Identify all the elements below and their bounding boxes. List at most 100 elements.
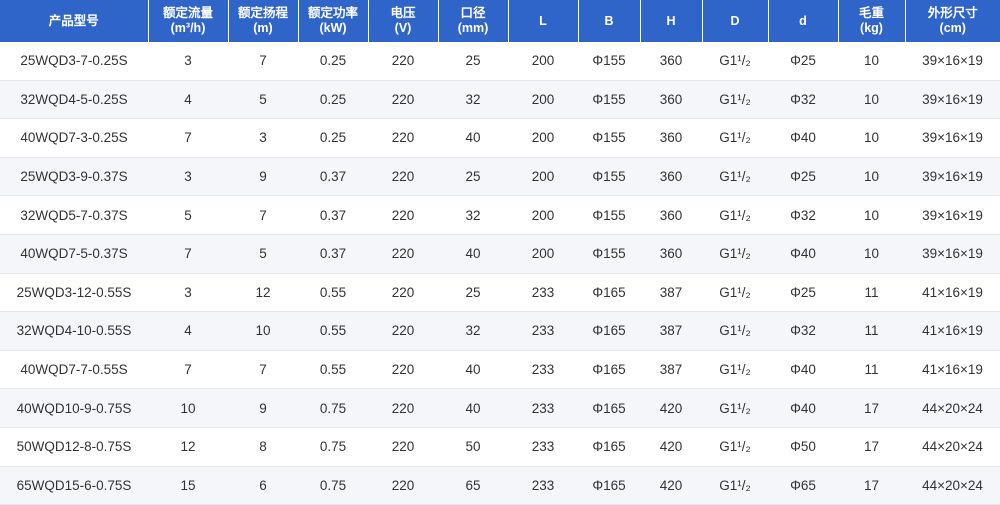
header-name: H: [641, 14, 702, 29]
table-cell: 0.37: [298, 157, 368, 196]
table-cell: Φ40: [768, 350, 838, 389]
table-cell: 41×16×19: [905, 312, 1000, 351]
table-cell: 4: [148, 312, 228, 351]
table-cell: 233: [508, 273, 578, 312]
table-cell: 360: [640, 80, 702, 119]
table-cell: Φ165: [578, 427, 640, 466]
table-cell: 10: [148, 389, 228, 428]
table-cell: 0.55: [298, 350, 368, 389]
table-cell: 220: [368, 389, 438, 428]
header-name: 产品型号: [0, 14, 148, 29]
table-cell: 15: [148, 466, 228, 505]
table-cell: 39×16×19: [905, 119, 1000, 158]
table-cell: G1¹/₂: [702, 389, 768, 428]
table-cell: 9: [228, 157, 298, 196]
table-cell: 17: [838, 389, 905, 428]
header-name: 额定流量: [149, 6, 228, 21]
table-cell: 0.25: [298, 42, 368, 80]
table-cell: 200: [508, 157, 578, 196]
table-cell: G1¹/₂: [702, 427, 768, 466]
table-cell: G1¹/₂: [702, 42, 768, 80]
header-cell: 额定功率(kW): [298, 0, 368, 42]
table-cell: 7: [228, 42, 298, 80]
table-cell: 39×16×19: [905, 80, 1000, 119]
table-cell: 0.75: [298, 466, 368, 505]
table-cell: G1¹/₂: [702, 273, 768, 312]
table-cell: G1¹/₂: [702, 119, 768, 158]
table-cell: 10: [838, 196, 905, 235]
header-unit: (m): [229, 21, 298, 36]
table-cell: 39×16×19: [905, 42, 1000, 80]
header-cell: d: [768, 0, 838, 42]
table-cell: 44×20×24: [905, 466, 1000, 505]
table-cell: 7: [228, 350, 298, 389]
table-cell: Φ155: [578, 196, 640, 235]
table-cell: 233: [508, 389, 578, 428]
header-unit: (kW): [299, 21, 368, 36]
table-cell: 220: [368, 157, 438, 196]
table-cell: 6: [228, 466, 298, 505]
table-cell: 0.37: [298, 196, 368, 235]
table-cell: 32: [438, 312, 508, 351]
table-cell: Φ25: [768, 157, 838, 196]
table-cell: 25WQD3-7-0.25S: [0, 42, 148, 80]
table-cell: 7: [148, 350, 228, 389]
header-unit: (mm): [439, 21, 508, 36]
table-cell: 3: [228, 119, 298, 158]
table-cell: 12: [228, 273, 298, 312]
table-cell: 3: [148, 157, 228, 196]
header-row: 产品型号额定流量(m³/h)额定扬程(m)额定功率(kW)电压(V)口径(mm)…: [0, 0, 1000, 42]
table-cell: 65: [438, 466, 508, 505]
header-unit: (kg): [839, 21, 905, 36]
table-cell: 360: [640, 157, 702, 196]
table-cell: 360: [640, 196, 702, 235]
table-cell: 0.37: [298, 234, 368, 273]
table-cell: 17: [838, 427, 905, 466]
header-unit: (cm): [906, 21, 1000, 36]
table-cell: 7: [148, 119, 228, 158]
table-cell: 40WQD10-9-0.75S: [0, 389, 148, 428]
table-cell: 32: [438, 196, 508, 235]
table-cell: 200: [508, 234, 578, 273]
table-cell: Φ40: [768, 389, 838, 428]
table-cell: 32WQD4-5-0.25S: [0, 80, 148, 119]
header-name: D: [703, 14, 768, 29]
header-cell: H: [640, 0, 702, 42]
header-name: 电压: [369, 6, 438, 21]
table-cell: 360: [640, 42, 702, 80]
table-cell: 0.55: [298, 273, 368, 312]
table-cell: Φ155: [578, 157, 640, 196]
table-cell: 32WQD5-7-0.37S: [0, 196, 148, 235]
table-cell: 233: [508, 312, 578, 351]
table-cell: 220: [368, 312, 438, 351]
table-cell: 40: [438, 350, 508, 389]
table-cell: G1¹/₂: [702, 157, 768, 196]
table-cell: 39×16×19: [905, 157, 1000, 196]
table-cell: 39×16×19: [905, 196, 1000, 235]
table-cell: 40: [438, 234, 508, 273]
table-cell: 200: [508, 196, 578, 235]
table-cell: 25: [438, 42, 508, 80]
table-cell: 39×16×19: [905, 234, 1000, 273]
table-cell: Φ40: [768, 119, 838, 158]
table-cell: G1¹/₂: [702, 234, 768, 273]
header-cell: 口径(mm): [438, 0, 508, 42]
table-cell: 220: [368, 466, 438, 505]
header-cell: 额定流量(m³/h): [148, 0, 228, 42]
table-cell: 10: [228, 312, 298, 351]
table-cell: Φ165: [578, 312, 640, 351]
table-cell: 11: [838, 273, 905, 312]
table-cell: 420: [640, 427, 702, 466]
table-cell: Φ155: [578, 119, 640, 158]
table-cell: 360: [640, 119, 702, 158]
table-cell: Φ155: [578, 234, 640, 273]
table-cell: 40WQD7-5-0.37S: [0, 234, 148, 273]
